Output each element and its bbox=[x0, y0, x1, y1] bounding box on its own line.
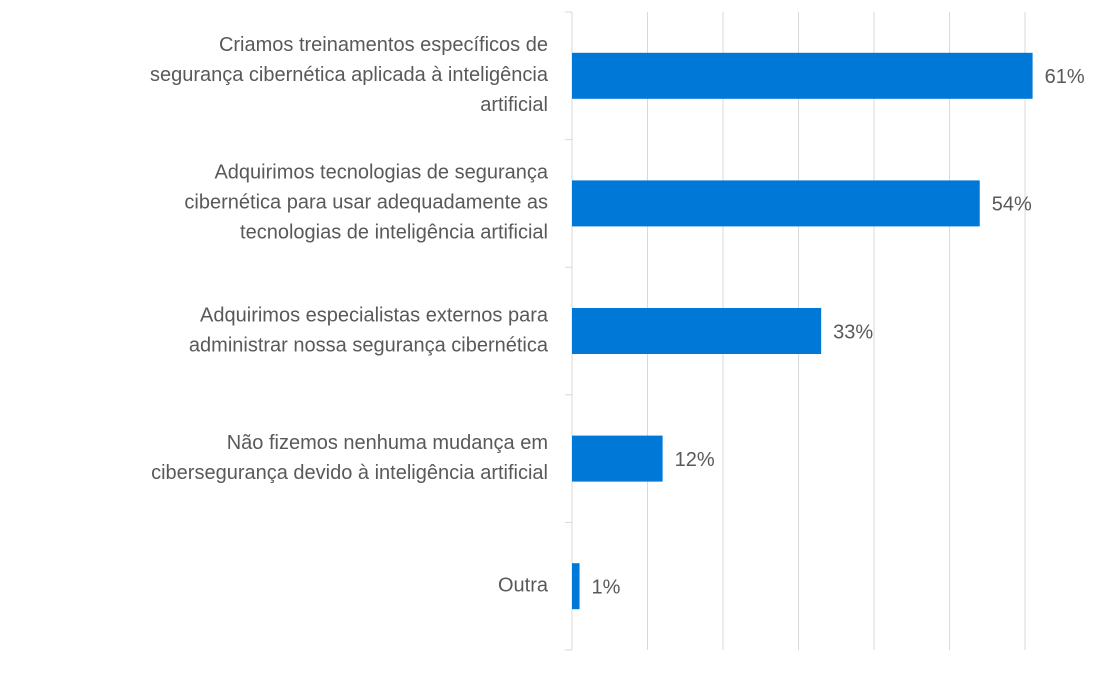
value-label: 12% bbox=[675, 449, 715, 471]
value-label: 33% bbox=[833, 321, 873, 343]
category-label: administrar nossa segurança cibernética bbox=[189, 334, 549, 356]
bar bbox=[572, 180, 980, 227]
category-label: Criamos treinamentos específicos de bbox=[219, 34, 548, 56]
category-label: Adquirimos tecnologias de segurança bbox=[214, 162, 548, 184]
value-label: 61% bbox=[1045, 66, 1085, 88]
bar bbox=[572, 52, 1033, 99]
bar bbox=[572, 563, 580, 610]
category-label: tecnologias de inteligência artificial bbox=[240, 222, 548, 244]
category-label: Outra bbox=[498, 574, 549, 596]
value-label: 54% bbox=[992, 194, 1032, 216]
bar bbox=[572, 435, 663, 482]
category-label: segurança cibernética aplicada à intelig… bbox=[150, 64, 549, 86]
bar bbox=[572, 308, 822, 354]
category-label: Não fizemos nenhuma mudança em bbox=[227, 432, 548, 454]
value-label: 1% bbox=[592, 576, 621, 598]
category-label: cibersegurança devido à inteligência art… bbox=[151, 462, 548, 484]
category-label: cibernética para usar adequadamente as bbox=[184, 192, 548, 214]
category-label: artificial bbox=[480, 94, 548, 116]
category-label: Adquirimos especialistas externos para bbox=[200, 304, 549, 326]
